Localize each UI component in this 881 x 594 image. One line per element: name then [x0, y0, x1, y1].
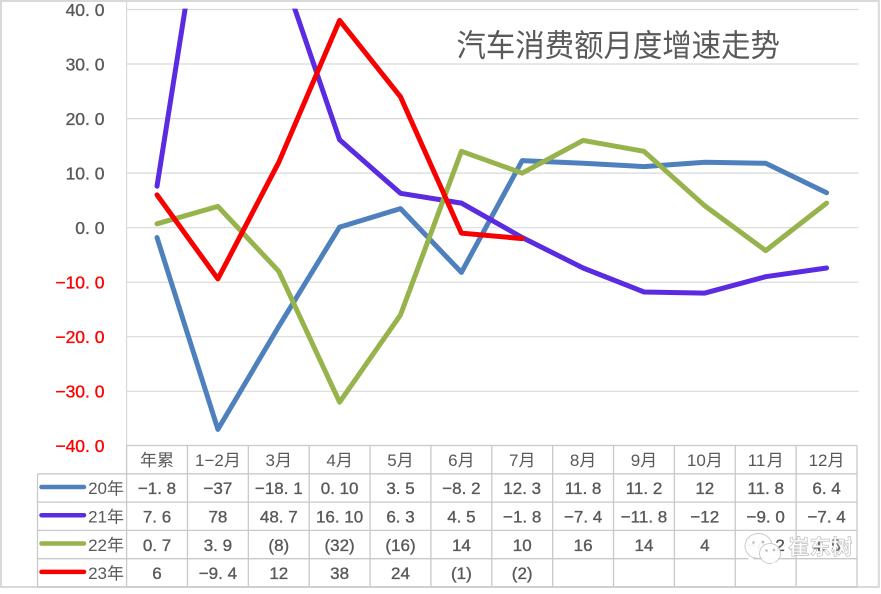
svg-text:(1): (1)	[451, 564, 472, 583]
svg-text:14: 14	[452, 536, 471, 555]
svg-text:−18. 1: −18. 1	[255, 479, 303, 498]
svg-text:16. 10: 16. 10	[316, 508, 363, 527]
svg-text:20. 0: 20. 0	[66, 109, 105, 129]
svg-text:−1. 8: −1. 8	[138, 479, 176, 498]
svg-text:−7. 4: −7. 4	[564, 508, 602, 527]
svg-text:4. 5: 4. 5	[447, 508, 475, 527]
svg-text:24: 24	[391, 564, 410, 583]
svg-text:3. 9: 3. 9	[204, 536, 232, 555]
svg-text:11. 2: 11. 2	[626, 479, 663, 498]
svg-text:3. 5: 3. 5	[386, 479, 414, 498]
svg-text:78: 78	[208, 508, 227, 527]
svg-text:10: 10	[513, 536, 532, 555]
svg-text:23: 23	[88, 564, 107, 583]
svg-text:(2): (2)	[512, 564, 533, 583]
svg-text:12: 12	[809, 451, 828, 470]
svg-text:−30. 0: −30. 0	[55, 382, 104, 402]
svg-text:−10. 0: −10. 0	[55, 273, 104, 293]
svg-text:6: 6	[448, 451, 457, 470]
svg-text:6. 4: 6. 4	[812, 479, 840, 498]
svg-text:11. 8: 11. 8	[565, 479, 602, 498]
svg-text:−1. 8: −1. 8	[503, 508, 541, 527]
svg-text:0. 10: 0. 10	[321, 479, 359, 498]
svg-text:6: 6	[152, 564, 161, 583]
svg-text:(8): (8)	[268, 536, 289, 555]
svg-text:−9. 4: −9. 4	[199, 564, 237, 583]
svg-text:−20. 0: −20. 0	[55, 327, 104, 347]
svg-text:7. 6: 7. 6	[143, 508, 171, 527]
svg-text:0. 0: 0. 0	[75, 218, 104, 238]
svg-text:22: 22	[88, 536, 107, 555]
svg-text:7: 7	[509, 451, 518, 470]
svg-text:11. 8: 11. 8	[747, 479, 784, 498]
svg-text:6. 3: 6. 3	[386, 508, 414, 527]
svg-text:1−2: 1−2	[195, 451, 224, 470]
svg-text:−7. 4: −7. 4	[807, 508, 845, 527]
svg-text:16: 16	[574, 536, 593, 555]
svg-text:12. 3: 12. 3	[503, 479, 541, 498]
svg-text:−40. 0: −40. 0	[55, 436, 104, 456]
svg-text:30. 0: 30. 0	[66, 54, 105, 74]
svg-text:−37: −37	[203, 479, 232, 498]
svg-text:20: 20	[88, 479, 107, 498]
svg-text:−12: −12	[690, 508, 719, 527]
svg-text:10: 10	[687, 451, 706, 470]
svg-text:5: 5	[387, 451, 396, 470]
svg-text:(32): (32)	[324, 536, 354, 555]
svg-text:14: 14	[635, 536, 654, 555]
svg-text:−9. 0: −9. 0	[747, 508, 785, 527]
svg-text:4: 4	[700, 536, 709, 555]
svg-text:48. 7: 48. 7	[260, 508, 298, 527]
svg-text:11: 11	[748, 451, 766, 470]
svg-text:10. 0: 10. 0	[66, 163, 105, 183]
svg-text:8: 8	[570, 451, 579, 470]
svg-text:9: 9	[631, 451, 640, 470]
svg-text:4: 4	[326, 451, 335, 470]
svg-text:21: 21	[88, 508, 107, 527]
svg-text:−8. 2: −8. 2	[442, 479, 480, 498]
svg-text:3: 3	[266, 451, 275, 470]
svg-text:0. 7: 0. 7	[143, 536, 171, 555]
svg-text:12: 12	[269, 564, 288, 583]
svg-text:38: 38	[330, 564, 349, 583]
svg-text:−11. 8: −11. 8	[621, 508, 667, 527]
svg-text:12: 12	[695, 479, 714, 498]
svg-text:(16): (16)	[385, 536, 415, 555]
svg-text:40. 0: 40. 0	[66, 0, 105, 20]
